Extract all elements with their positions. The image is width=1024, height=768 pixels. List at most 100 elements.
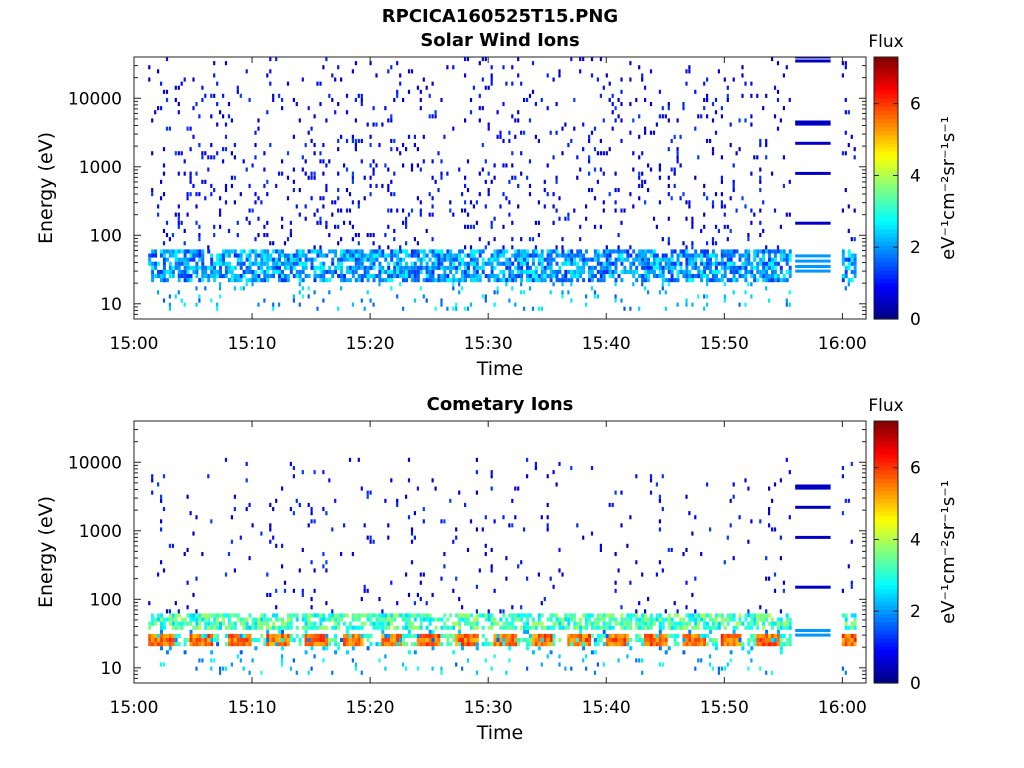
spectrogram-cell <box>396 274 400 279</box>
colorbar-swatch <box>874 425 898 430</box>
spectrogram-cell <box>198 633 202 638</box>
spectrogram-cell <box>281 621 284 626</box>
spectrogram-cell <box>664 642 668 647</box>
spectrogram-cell <box>850 642 854 647</box>
spectrogram-cell <box>378 249 382 254</box>
spectrogram-cell <box>437 151 440 156</box>
spectrogram-cell <box>322 625 326 630</box>
spectrogram-cell <box>304 143 307 148</box>
spectrogram-cell <box>369 621 373 626</box>
spectrogram-cell <box>263 253 267 258</box>
spectrogram-cell <box>738 638 742 643</box>
spectrogram-cell <box>620 298 623 303</box>
spectrogram-cell <box>428 633 432 638</box>
spectrogram-cell <box>227 269 231 274</box>
spectrogram-cell <box>706 257 709 262</box>
spectrogram-cell <box>340 237 343 242</box>
spectrogram-cell <box>611 642 615 647</box>
spectrogram-cell <box>706 642 709 647</box>
spectrogram-cell <box>520 249 524 254</box>
spectrogram-cell <box>644 617 647 622</box>
spectrogram-cell <box>295 102 298 107</box>
spectrogram-cell <box>251 278 255 283</box>
spectrogram-cell <box>750 122 753 127</box>
spectrogram-cell <box>567 143 570 148</box>
spectrogram-cell <box>340 269 343 274</box>
spectrogram-cell <box>759 249 763 254</box>
spectrogram-cell <box>431 114 434 119</box>
spectrogram-cell <box>245 638 249 643</box>
spectrogram-cell <box>458 638 462 643</box>
spectrogram-cell <box>207 613 211 618</box>
spectrogram-cell <box>561 621 565 626</box>
spectrogram-cell <box>478 118 481 123</box>
spectrogram-cell <box>617 233 620 238</box>
y-tick-label: 1000 <box>79 158 122 178</box>
spectrogram-cell <box>638 114 641 119</box>
spectrogram-cell <box>272 269 276 274</box>
spectrogram-cell <box>369 249 373 254</box>
spectrogram-cell <box>174 97 177 102</box>
spectrogram-cell <box>425 253 429 258</box>
spectrogram-cell <box>847 498 850 503</box>
spectrogram-cell <box>735 265 739 270</box>
spectrogram-cell <box>236 638 240 643</box>
spectrogram-cell <box>219 208 222 213</box>
spectrogram-cell <box>481 143 484 148</box>
spectrogram-cell <box>469 621 473 626</box>
spectrogram-cell <box>168 237 171 242</box>
spectrogram-cell <box>759 167 762 172</box>
spectrogram-cell <box>596 621 600 626</box>
y-axis-label: Energy (eV) <box>35 496 57 608</box>
spectrogram-cell <box>322 646 326 651</box>
spectrogram-cell <box>679 249 683 254</box>
spectrogram-cell <box>399 245 402 250</box>
spectrogram-cell <box>735 249 739 254</box>
spectrogram-cell <box>213 224 216 229</box>
spectrogram-cell <box>419 167 422 172</box>
spectrogram-cell <box>201 617 205 622</box>
spectrogram-cell <box>186 261 190 266</box>
spectrogram-cell <box>195 274 199 279</box>
colorbar-swatch <box>874 433 898 438</box>
spectrogram-cell <box>759 257 763 262</box>
spectrogram-cell <box>596 625 600 630</box>
spectrogram-cell <box>425 274 429 279</box>
spectrogram-cell <box>579 269 583 274</box>
spectrogram-cell <box>378 613 382 618</box>
spectrogram-cell <box>233 274 237 279</box>
spectrogram-cell <box>469 519 473 524</box>
spectrogram-cell <box>298 188 301 193</box>
spectrogram-cell <box>331 527 334 532</box>
spectrogram-cell <box>360 670 363 675</box>
spectrogram-cell <box>762 621 766 626</box>
spectrogram-cell <box>162 171 166 176</box>
spectrogram-cell <box>617 658 620 663</box>
spectrogram-cell <box>345 633 349 638</box>
spectrogram-cell <box>514 257 518 262</box>
spectrogram-cell <box>151 274 155 279</box>
spectrogram-cell <box>419 286 422 291</box>
spectrogram-cell <box>626 617 630 622</box>
spectrogram-cell <box>644 85 647 90</box>
spectrogram-cell <box>222 159 225 164</box>
spectrogram-cell <box>703 106 706 111</box>
spectrogram-cell <box>590 257 594 262</box>
spectrogram-cell <box>741 73 744 78</box>
spectrogram-cell <box>741 93 744 98</box>
spectrogram-cell <box>599 167 602 172</box>
spectrogram-cell <box>201 261 205 266</box>
spectrogram-cell <box>750 625 754 630</box>
spectrogram-cell <box>405 274 408 279</box>
spectrogram-cell <box>375 163 378 168</box>
spectrogram-cell <box>157 572 160 577</box>
spectrogram-cell <box>620 102 623 107</box>
spectrogram-cell <box>841 642 845 647</box>
spectrogram-cell <box>160 625 163 630</box>
spectrogram-cell <box>711 625 715 630</box>
spectrogram-cell <box>540 613 544 618</box>
spectrogram-cell <box>233 613 237 618</box>
colorbar-swatch <box>874 298 898 304</box>
spectrogram-cell <box>416 613 420 618</box>
spectrogram-cell <box>490 486 493 491</box>
